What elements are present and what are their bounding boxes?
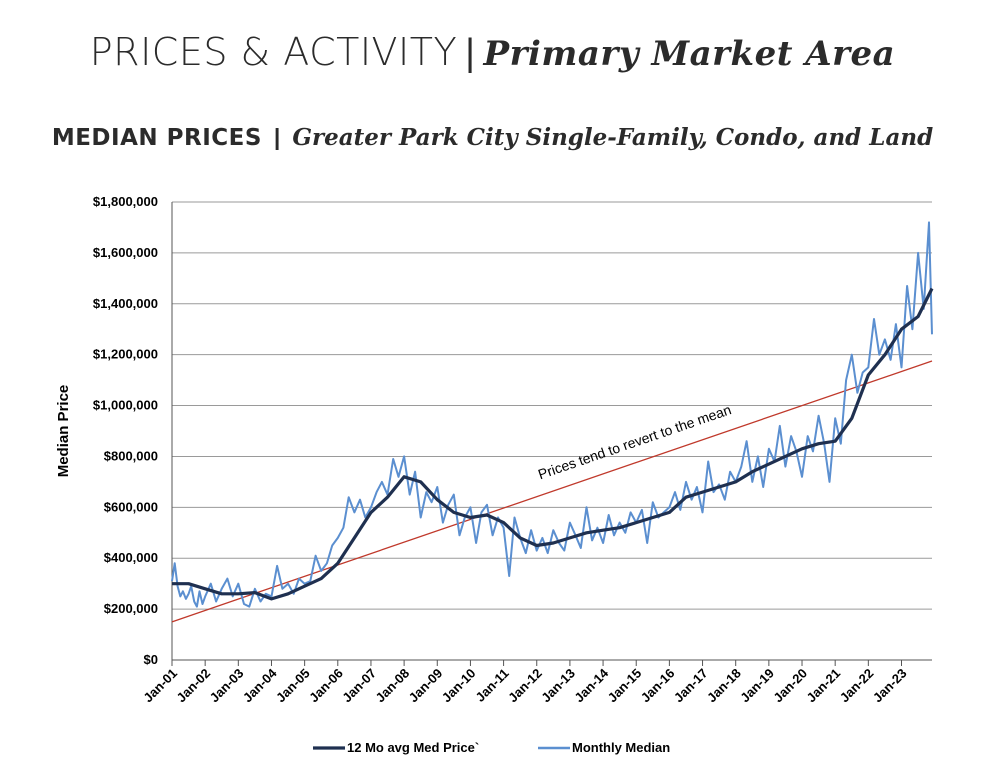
- y-tick-label: $200,000: [104, 601, 158, 616]
- y-axis-title: Median Price: [55, 385, 72, 478]
- chart-heading-separator: |: [273, 124, 281, 150]
- x-tick-label: Jan-12: [505, 666, 545, 706]
- y-tick-label: $1,200,000: [93, 347, 158, 362]
- chart-heading: MEDIAN PRICES | Greater Park City Single-F…: [0, 124, 985, 151]
- page-title-subtitle: Primary Market Area: [483, 34, 896, 74]
- legend-label-12mo-avg: 12 Mo avg Med Price`: [347, 740, 479, 755]
- x-tick-label: Jan-11: [472, 666, 511, 705]
- x-tick-label: Jan-22: [837, 666, 877, 706]
- x-tick-label: Jan-01: [140, 666, 180, 706]
- page-title-main: PRICES & ACTIVITY: [89, 30, 458, 74]
- x-tick-label: Jan-17: [671, 666, 711, 706]
- trend-annotation: Prices tend to revert to the mean: [536, 401, 733, 482]
- y-tick-label: $800,000: [104, 448, 158, 463]
- y-tick-label: $1,600,000: [93, 245, 158, 260]
- x-tick-label: Jan-05: [273, 666, 313, 706]
- x-tick-label: Jan-19: [737, 666, 777, 706]
- x-tick-label: Jan-14: [571, 665, 611, 705]
- series-line-12mo-avg: [172, 287, 934, 601]
- x-tick-label: Jan-18: [704, 666, 744, 706]
- x-tick-label: Jan-03: [207, 666, 247, 706]
- y-tick-label: $1,000,000: [93, 398, 158, 413]
- x-tick-label: Jan-06: [306, 666, 346, 706]
- page-title-separator: |: [465, 32, 476, 74]
- x-tick-label: Jan-20: [770, 666, 810, 706]
- y-tick-label: $1,800,000: [93, 194, 158, 209]
- chart-heading-subtitle: Greater Park City Single-Family, Condo, …: [292, 124, 934, 151]
- y-tick-label: $400,000: [104, 550, 158, 565]
- y-tick-label: $1,400,000: [93, 296, 158, 311]
- x-tick-label: Jan-13: [538, 666, 578, 706]
- x-tick-label: Jan-09: [406, 666, 446, 706]
- x-tick-label: Jan-21: [804, 666, 844, 706]
- x-tick-label: Jan-10: [439, 666, 479, 706]
- x-tick-label: Jan-08: [372, 666, 412, 706]
- y-tick-label: $600,000: [104, 499, 158, 514]
- x-tick-label: Jan-07: [339, 666, 379, 706]
- page-title: PRICES & ACTIVITY | Primary Market Area: [0, 30, 985, 75]
- series-line-monthly-median: [171, 221, 933, 608]
- x-tick-label: Jan-02: [174, 666, 214, 706]
- legend-label-monthly: Monthly Median: [572, 740, 670, 755]
- y-tick-label: $0: [144, 652, 158, 667]
- x-tick-label: Jan-15: [605, 666, 645, 706]
- chart-heading-main: MEDIAN PRICES: [51, 125, 262, 151]
- x-tick-label: Jan-16: [638, 666, 678, 706]
- x-tick-label: Jan-23: [870, 666, 910, 706]
- trend-line: [171, 360, 933, 623]
- x-tick-label: Jan-04: [240, 665, 280, 705]
